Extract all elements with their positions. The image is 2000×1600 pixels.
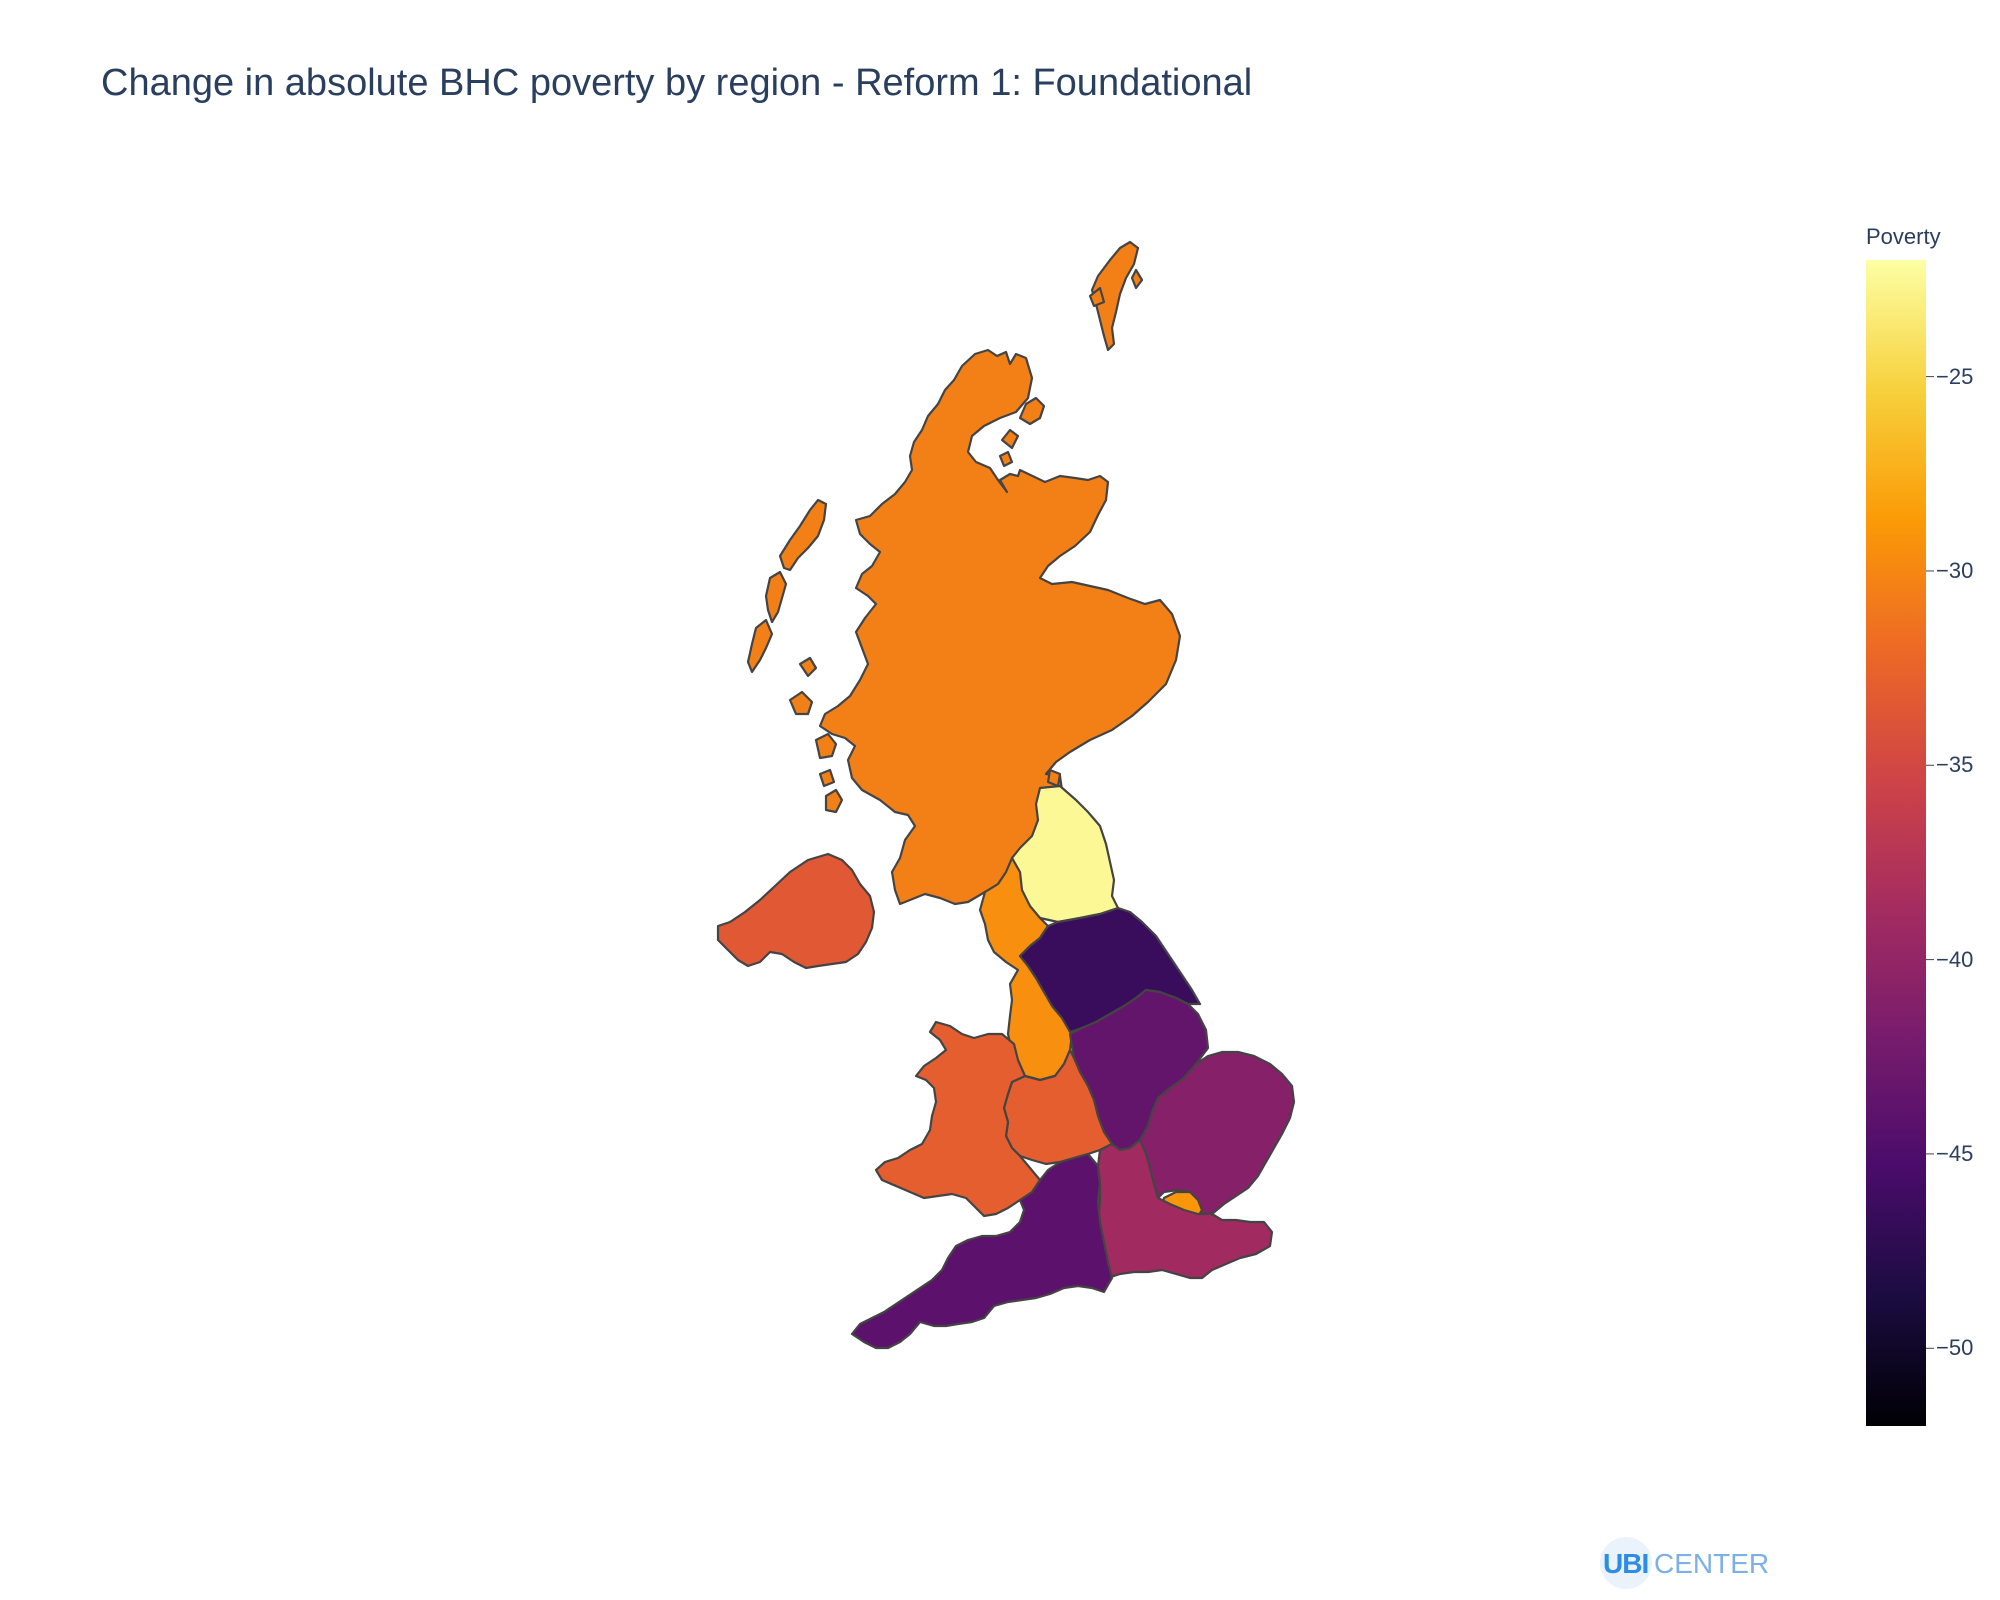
region-scotland-island[interactable]: [998, 450, 1014, 468]
ubi-center-logo: UBI CENTER: [1600, 1535, 1770, 1591]
region-scotland-island[interactable]: [778, 498, 828, 572]
logo-center-text: CENTER: [1654, 1548, 1770, 1579]
region-northern-ireland[interactable]: [716, 852, 876, 970]
colorbar-tick-label: −40: [1936, 946, 1974, 972]
region-scotland-island[interactable]: [788, 690, 814, 716]
region-scotland[interactable]: [818, 348, 1182, 906]
region-scotland-island[interactable]: [814, 732, 838, 760]
colorbar-tick-label: −35: [1936, 752, 1974, 778]
region-scotland-island[interactable]: [1088, 286, 1106, 308]
region-scotland-island[interactable]: [798, 656, 818, 678]
colorbar-tick-label: −45: [1936, 1140, 1974, 1166]
region-scotland-island[interactable]: [1018, 396, 1046, 426]
colorbar-tick-label: −25: [1936, 363, 1974, 389]
region-south-west[interactable]: [850, 1152, 1114, 1350]
colorbar: [1866, 260, 1926, 1426]
region-scotland-island[interactable]: [1046, 768, 1062, 788]
logo-circle: [1600, 1537, 1652, 1589]
region-scotland-island[interactable]: [818, 768, 836, 788]
colorbar-tick-label: −50: [1936, 1335, 1974, 1361]
region-scotland-island[interactable]: [746, 618, 774, 674]
chart-title: Change in absolute BHC poverty by region…: [101, 62, 1253, 104]
region-wales[interactable]: [874, 1020, 1042, 1218]
colorbar-tick-label: −30: [1936, 557, 1974, 583]
region-scotland-island[interactable]: [1000, 428, 1020, 450]
logo-ubi-text: UBI: [1603, 1548, 1649, 1579]
region-scotland-island[interactable]: [764, 570, 788, 624]
region-scotland-island[interactable]: [824, 788, 844, 814]
colorbar-title: Poverty: [1866, 224, 1941, 249]
region-scotland-island[interactable]: [1130, 268, 1144, 290]
